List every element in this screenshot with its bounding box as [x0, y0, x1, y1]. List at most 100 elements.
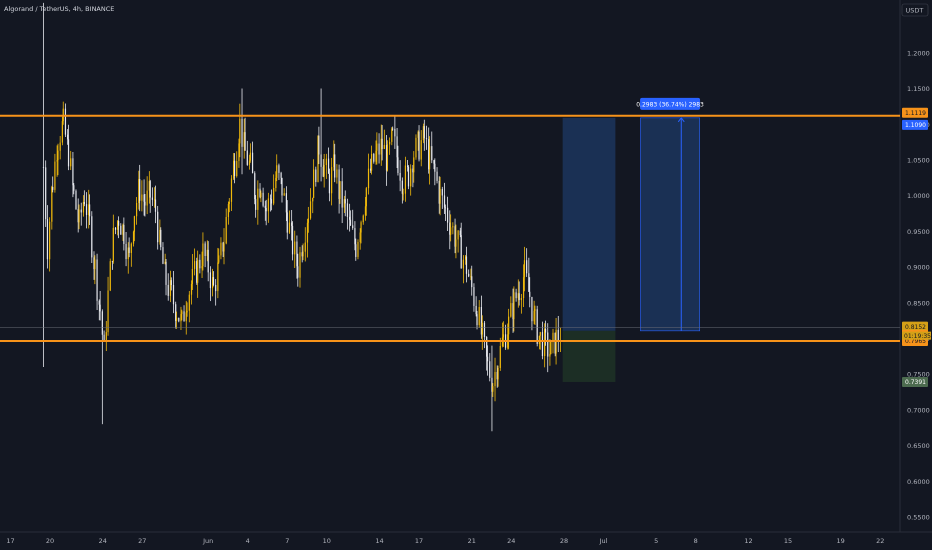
candle-body — [114, 227, 117, 230]
candle-body — [536, 309, 538, 344]
candle-body — [264, 205, 266, 208]
candle-body — [212, 277, 215, 285]
x-tick-label: 10 — [323, 537, 331, 545]
candle-body — [378, 143, 380, 155]
candle-body — [52, 187, 54, 190]
candle-body — [318, 135, 320, 155]
candle-body — [444, 207, 446, 209]
candle-body — [322, 166, 324, 177]
candle-body — [413, 157, 415, 173]
candle-body — [201, 266, 203, 269]
candle-body — [117, 221, 120, 226]
candle-body — [299, 252, 301, 278]
candle-body — [513, 292, 515, 320]
x-tick-label: 21 — [468, 537, 476, 545]
candle-body — [359, 232, 361, 243]
candle-body — [288, 222, 291, 233]
candle-body — [178, 317, 180, 322]
candle-body — [281, 177, 283, 196]
candle-body — [111, 261, 114, 263]
candle-body — [280, 172, 282, 178]
candle-body — [422, 126, 425, 141]
candle-body — [117, 221, 119, 230]
candle-body — [139, 179, 141, 201]
y-tick-label: 0.6000 — [907, 478, 930, 486]
candle-body — [85, 204, 88, 215]
candle-body — [428, 146, 431, 170]
candle-body — [346, 203, 349, 217]
y-tick-label: 1.1500 — [907, 85, 930, 93]
candle-body — [410, 168, 412, 187]
candle-body — [56, 160, 58, 162]
candle-body — [296, 241, 298, 267]
candle-body — [197, 259, 199, 283]
candle-body — [96, 259, 98, 301]
candle-body — [412, 168, 414, 173]
candle-body — [175, 317, 178, 321]
candle-body — [462, 259, 465, 269]
candle-body — [533, 310, 535, 322]
candle-body — [99, 304, 101, 312]
candle-body — [460, 235, 462, 269]
candle-body — [476, 314, 478, 326]
candle-body — [380, 138, 382, 155]
candle-body — [249, 152, 251, 161]
candle-body — [370, 168, 372, 171]
candle-body — [528, 273, 530, 292]
candle-body — [483, 322, 486, 338]
candle-body — [167, 284, 169, 296]
currency-box[interactable] — [901, 3, 929, 17]
candle-body — [407, 165, 409, 167]
x-tick-label: 17 — [415, 537, 423, 545]
candle-body — [98, 300, 100, 305]
candle-body — [302, 251, 304, 257]
candle-body — [146, 190, 148, 206]
candle-body — [57, 150, 59, 161]
candle-body — [49, 221, 51, 260]
candle-body — [164, 261, 166, 264]
candle-body — [468, 273, 470, 277]
measure-label-box — [640, 97, 701, 110]
candle-body — [452, 226, 454, 228]
chart-title: Algorand / TetherUS, 4h, BINANCE — [4, 5, 114, 13]
candle-body — [169, 280, 172, 296]
candle-body — [417, 131, 419, 138]
measure-box[interactable] — [640, 117, 701, 332]
candle-body — [492, 386, 494, 392]
y-tick-label: 0.5500 — [907, 514, 930, 522]
candle-body — [204, 243, 206, 256]
candle-body — [355, 244, 357, 257]
candle-body — [127, 247, 129, 260]
candle-body — [473, 287, 475, 306]
candle-body — [215, 284, 217, 292]
candle-body — [130, 243, 132, 253]
candle-body — [502, 334, 504, 338]
candle-body — [391, 128, 393, 142]
target-zone[interactable] — [562, 117, 616, 331]
candle-body — [122, 225, 124, 235]
stop-zone[interactable] — [562, 330, 616, 382]
candle-body — [399, 172, 401, 181]
x-tick-label: 27 — [138, 537, 146, 545]
candle-body — [80, 209, 82, 213]
candle-body — [328, 173, 331, 194]
candle-body — [159, 229, 161, 243]
candle-body — [73, 185, 75, 191]
candle-body — [478, 307, 480, 326]
x-tick-label: 15 — [784, 537, 792, 545]
candle-body — [70, 158, 72, 167]
candle-body — [238, 143, 240, 162]
candle-body — [423, 126, 425, 139]
x-tick-label: 22 — [876, 537, 884, 545]
candle-body — [402, 193, 404, 195]
candle-body — [499, 345, 501, 368]
candle-body — [494, 371, 496, 387]
candle-body — [160, 229, 162, 248]
candle-body — [323, 165, 325, 177]
candle-body — [339, 181, 341, 199]
candle-body — [373, 153, 375, 162]
y-tick-label: 0.9000 — [907, 264, 930, 272]
candle-body — [125, 243, 127, 260]
